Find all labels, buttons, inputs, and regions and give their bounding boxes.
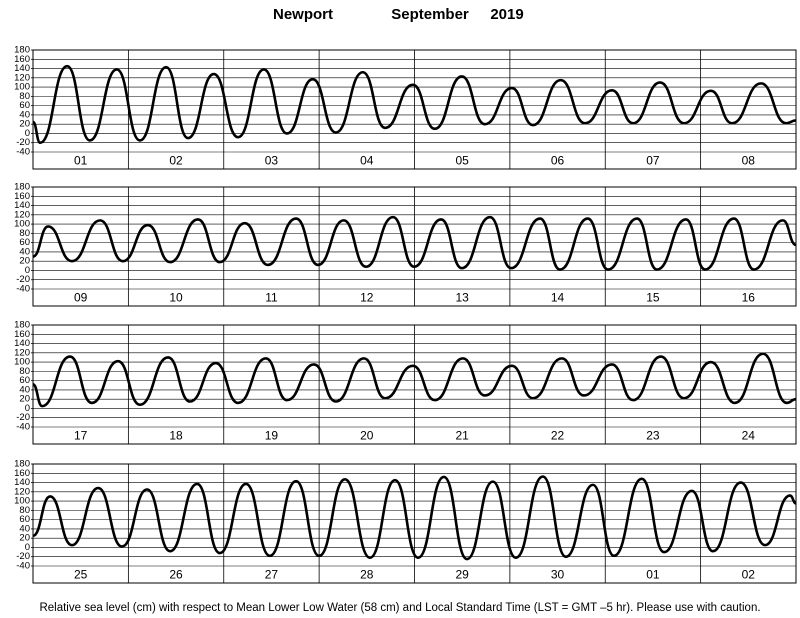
day-label: 08 xyxy=(742,154,756,168)
y-tick-label: 120 xyxy=(14,486,30,497)
y-tick-label: 60 xyxy=(19,514,30,525)
y-tick-label: 160 xyxy=(14,468,30,479)
day-label: 05 xyxy=(456,154,470,168)
tide-line xyxy=(33,352,796,408)
day-label: 30 xyxy=(551,568,565,582)
day-label: 22 xyxy=(551,429,565,443)
day-label: 16 xyxy=(742,291,756,305)
y-tick-label: 60 xyxy=(19,100,30,111)
month: September xyxy=(391,6,469,23)
y-tick-label: 140 xyxy=(14,63,30,74)
day-label: 18 xyxy=(169,429,183,443)
y-tick-label: 0 xyxy=(25,542,30,553)
day-label: 11 xyxy=(265,291,278,305)
y-tick-label: -40 xyxy=(16,284,30,295)
tide-line xyxy=(33,64,796,145)
day-label: 01 xyxy=(74,154,88,168)
y-tick-label: 80 xyxy=(19,366,30,377)
day-label: 13 xyxy=(456,291,470,305)
y-tick-label: 140 xyxy=(14,200,30,211)
panel-frame xyxy=(32,49,797,170)
y-tick-label: 20 xyxy=(19,394,30,405)
y-tick-label: 60 xyxy=(19,237,30,248)
panel-frame xyxy=(32,186,797,307)
y-tick-label: 40 xyxy=(19,246,30,257)
y-tick-label: -20 xyxy=(16,412,30,423)
y-tick-label: 80 xyxy=(19,91,30,102)
day-label: 19 xyxy=(265,429,279,443)
y-tick-label: -40 xyxy=(16,422,30,433)
tide-line xyxy=(33,215,796,271)
day-label: 17 xyxy=(74,429,88,443)
y-tick-label: 140 xyxy=(14,477,30,488)
y-tick-label: 40 xyxy=(19,523,30,534)
y-tick-label: 20 xyxy=(19,533,30,544)
y-tick-label: 140 xyxy=(14,338,30,349)
y-tick-label: -40 xyxy=(16,147,30,158)
y-tick-label: 160 xyxy=(14,329,30,340)
y-tick-label: -20 xyxy=(16,551,30,562)
day-label: 10 xyxy=(169,291,183,305)
year: 2019 xyxy=(490,6,523,23)
day-label: 04 xyxy=(360,154,374,168)
y-tick-label: 80 xyxy=(19,505,30,516)
day-label: 01 xyxy=(646,568,660,582)
day-label: 21 xyxy=(456,429,470,443)
day-label: 02 xyxy=(742,568,756,582)
y-tick-label: 0 xyxy=(25,128,30,139)
y-tick-label: -20 xyxy=(16,274,30,285)
day-label: 26 xyxy=(169,568,183,582)
y-tick-label: 40 xyxy=(19,109,30,120)
day-label: 02 xyxy=(169,154,183,168)
tide-line xyxy=(33,475,796,561)
day-label: 14 xyxy=(551,291,565,305)
y-tick-label: 160 xyxy=(14,191,30,202)
y-tick-label: 60 xyxy=(19,375,30,386)
y-tick-label: 40 xyxy=(19,384,30,395)
day-label: 29 xyxy=(456,568,470,582)
day-label: 03 xyxy=(265,154,279,168)
day-label: 23 xyxy=(646,429,660,443)
y-tick-label: 0 xyxy=(25,403,30,414)
y-tick-label: 180 xyxy=(14,45,30,56)
day-label: 12 xyxy=(360,291,374,305)
y-tick-label: 120 xyxy=(14,209,30,220)
day-label: 15 xyxy=(646,291,660,305)
y-tick-label: 20 xyxy=(19,256,30,267)
footer-note: Relative sea level (cm) with respect to … xyxy=(39,602,760,614)
y-tick-label: 100 xyxy=(14,82,30,93)
day-label: 27 xyxy=(265,568,279,582)
location: Newport xyxy=(273,6,333,23)
y-tick-label: 100 xyxy=(14,357,30,368)
day-label: 06 xyxy=(551,154,565,168)
y-tick-label: 20 xyxy=(19,119,30,130)
y-tick-label: 120 xyxy=(14,72,30,83)
day-label: 25 xyxy=(74,568,88,582)
panel-frame xyxy=(32,463,797,584)
y-tick-label: 100 xyxy=(14,219,30,230)
y-tick-label: 180 xyxy=(14,182,30,193)
y-tick-label: 0 xyxy=(25,265,30,276)
y-tick-label: 180 xyxy=(14,459,30,470)
y-tick-label: 120 xyxy=(14,347,30,358)
y-tick-label: 100 xyxy=(14,496,30,507)
day-label: 09 xyxy=(74,291,88,305)
day-label: 28 xyxy=(360,568,374,582)
day-label: 24 xyxy=(742,429,756,443)
y-tick-label: 80 xyxy=(19,228,30,239)
day-label: 07 xyxy=(646,154,660,168)
y-tick-label: -20 xyxy=(16,137,30,148)
y-tick-label: 160 xyxy=(14,54,30,65)
y-tick-label: 180 xyxy=(14,320,30,331)
y-tick-label: -40 xyxy=(16,561,30,572)
day-label: 20 xyxy=(360,429,374,443)
